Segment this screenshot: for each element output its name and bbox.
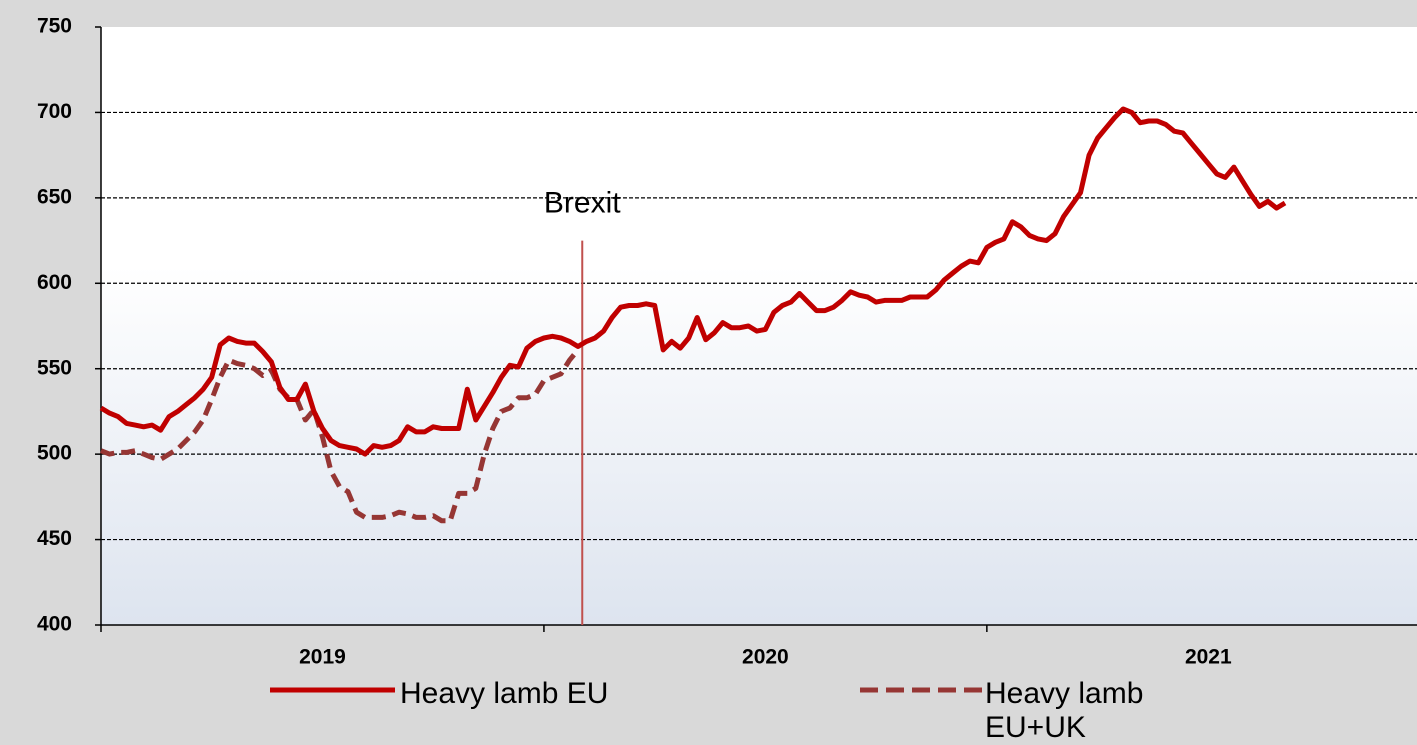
plot-area [101, 27, 1417, 625]
x-tick-label: 2020 [742, 646, 789, 669]
y-tick-label: 400 [37, 613, 72, 636]
y-tick-label: 450 [37, 527, 72, 550]
y-tick-label: 700 [37, 100, 72, 123]
annotation-text: Brexit [544, 186, 621, 219]
series-line [99, 106, 1287, 457]
y-tick-label: 600 [37, 271, 72, 294]
y-tick-label: 500 [37, 442, 72, 465]
series-line [100, 348, 580, 524]
y-tick-label: 650 [37, 185, 72, 208]
legend-label: Heavy lamb EU [400, 677, 609, 710]
legend-label: Heavy lamb EU+UK [985, 677, 1144, 744]
x-tick-label: 2019 [299, 646, 346, 669]
x-tick-label: 2021 [1185, 646, 1232, 669]
y-tick-label: 750 [37, 15, 72, 38]
y-tick-label: 550 [37, 356, 72, 379]
